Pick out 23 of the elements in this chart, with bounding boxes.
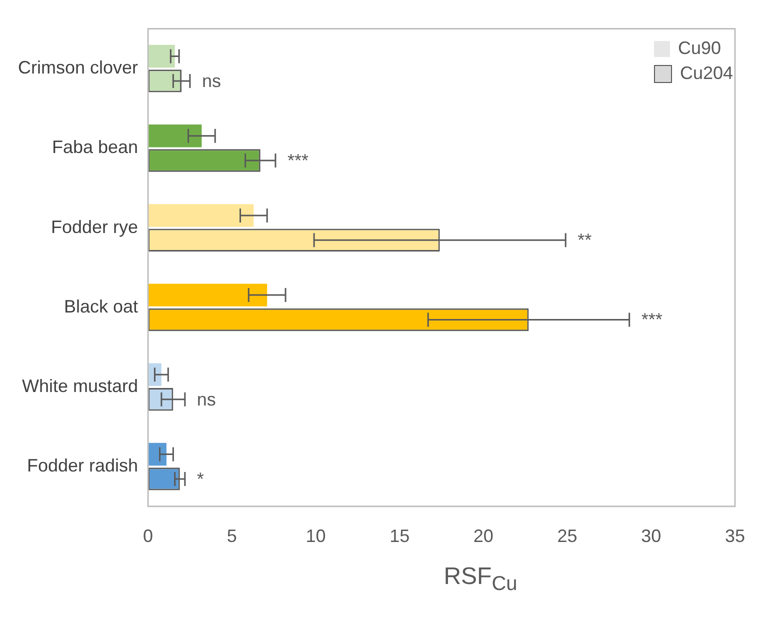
y-tick-label: Faba bean [52,137,138,158]
x-tick-label: 30 [641,526,662,546]
annotation: ns [202,70,221,91]
text: Cu90 [678,38,721,59]
annotation: ** [578,230,592,250]
annotation: ns [196,389,216,410]
annotation: *** [641,310,662,330]
y-tick-label: Crimson clover [18,58,138,78]
y-tick-label: Black oat [64,296,138,316]
x-tick-label: 10 [306,526,326,546]
y-tick-label: Fodder rye [50,216,138,237]
annotation: * [196,468,204,489]
annotation: *** [287,150,308,171]
x-tick-label: 0 [143,526,154,546]
x-tick-label: 25 [557,526,578,546]
x-axis-title: RSF$_{Cu}$ [442,563,518,596]
y-tick-label: White mustard [22,376,138,396]
y-tick-label: Fodder radish [26,456,138,476]
x-tick-label: 20 [473,526,494,546]
x-tick-label: 15 [390,526,410,546]
text: Cu204 [680,63,733,84]
x-tick-label: 5 [226,526,237,546]
x-tick-label: 35 [724,526,746,546]
